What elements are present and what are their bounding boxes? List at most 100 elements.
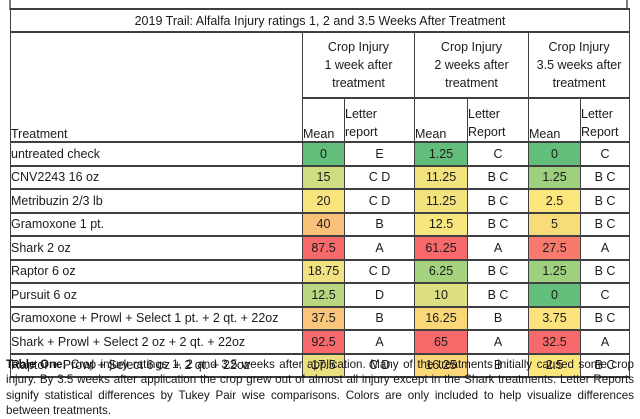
letter-report-cell: B C <box>467 211 529 237</box>
letter-report-cell: B C <box>467 282 529 308</box>
mean-value-cell: 17.5 <box>302 352 345 378</box>
table-title: 2019 Trail: Alfalfa Injury ratings 1, 2 … <box>9 8 631 33</box>
table-row: Shark + Prowl + Select 2 oz + 2 qt. + 22… <box>10 329 631 355</box>
mean-value-cell: 65 <box>414 329 468 355</box>
treatment-cell: Gramoxone 1 pt. <box>10 211 303 237</box>
mean-value-cell: 32.5 <box>528 329 581 355</box>
letter-report-cell: B <box>467 352 529 378</box>
mean-value-cell: 16.25 <box>414 305 468 331</box>
letter-report-cell: C D <box>344 258 415 284</box>
treatment-cell: Raptor 6 oz <box>10 258 303 284</box>
table-row: Raptor + Prowl + Select 6 oz + 2 qt. + 2… <box>10 352 631 378</box>
table-row: Gramoxone + Prowl + Select 1 pt. + 2 qt.… <box>10 305 631 331</box>
letter-report-cell: B <box>344 305 415 331</box>
mean-value-cell: 15 <box>302 164 345 190</box>
letter-report-cell: B C <box>579 352 631 378</box>
treatment-column-header: Treatment <box>10 31 303 143</box>
letter-report-cell: B C <box>579 164 631 190</box>
mean-value-cell: 1.25 <box>528 164 581 190</box>
letter-report-cell: E <box>344 141 415 167</box>
letter-report-cell: B <box>467 305 529 331</box>
mean-value-cell: 6.25 <box>414 258 468 284</box>
letter-report-cell: D <box>344 282 415 308</box>
mean-header-week2: Mean <box>414 97 468 143</box>
mean-value-cell: 5 <box>528 211 581 237</box>
table-row: Metribuzin 2/3 lb 20 C D 11.25 B C 2.5 B C <box>10 188 631 214</box>
mean-value-cell: 92.5 <box>302 329 345 355</box>
letter-report-cell: C <box>579 141 631 167</box>
mean-value-cell: 16.25 <box>414 352 468 378</box>
treatment-cell: Raptor + Prowl + Select 6 oz + 2 qt. + 2… <box>10 352 303 378</box>
mean-header-week3-5: Mean <box>528 97 581 143</box>
mean-value-cell: 12.5 <box>302 282 345 308</box>
letter-report-header-week2: Letter Report <box>467 97 529 143</box>
letter-report-cell: B C <box>579 305 631 331</box>
letter-report-cell: B <box>344 211 415 237</box>
mean-value-cell: 20 <box>302 188 345 214</box>
mean-value-cell: 0 <box>528 282 581 308</box>
mean-value-cell: 1.25 <box>414 141 468 167</box>
letter-report-cell: C D <box>344 352 415 378</box>
group-header-row: Treatment Crop Injury 1 week after treat… <box>10 31 631 143</box>
table-row: Raptor 6 oz 18.75 C D 6.25 B C 1.25 B C <box>10 258 631 284</box>
mean-value-cell: 10 <box>414 282 468 308</box>
mean-value-cell: 11.25 <box>414 188 468 214</box>
letter-report-cell: A <box>467 235 529 261</box>
treatment-cell: untreated check <box>10 141 303 167</box>
table-border-stub-right <box>626 0 628 10</box>
group-header-week3-5: Crop Injury 3.5 weeks after treatment <box>527 31 631 99</box>
mean-value-cell: 3.75 <box>528 305 581 331</box>
treatment-cell: Gramoxone + Prowl + Select 1 pt. + 2 qt.… <box>10 305 303 331</box>
letter-report-cell: B C <box>467 188 529 214</box>
treatment-cell: Shark + Prowl + Select 2 oz + 2 qt. + 22… <box>10 329 303 355</box>
table-body: untreated check 0 E 1.25 C 0 C CNV2243 16 oz 15 C… <box>10 141 631 378</box>
table-border-stub-left <box>9 0 11 10</box>
table-caption: Table One: Crop injury ratings 1, 2 and … <box>6 357 634 419</box>
letter-report-cell: B C <box>579 188 631 214</box>
treatment-cell: CNV2243 16 oz <box>10 164 303 190</box>
letter-report-cell: A <box>579 329 631 355</box>
letter-report-cell: C D <box>344 164 415 190</box>
letter-report-cell: B C <box>579 211 631 237</box>
title-row: 2019 Trail: Alfalfa Injury ratings 1, 2 … <box>9 8 631 33</box>
table-row: untreated check 0 E 1.25 C 0 C <box>10 141 631 167</box>
group-header-week1: Crop Injury 1 week after treatment <box>302 31 415 99</box>
mean-value-cell: 11.25 <box>414 164 468 190</box>
letter-report-cell: B C <box>467 164 529 190</box>
letter-report-cell: C <box>467 141 529 167</box>
letter-report-cell: A <box>579 235 631 261</box>
treatment-cell: Metribuzin 2/3 lb <box>10 188 303 214</box>
mean-value-cell: 1.25 <box>528 258 581 284</box>
letter-report-header-week1: Letter report <box>344 97 415 143</box>
letter-report-cell: A <box>344 235 415 261</box>
mean-value-cell: 0 <box>302 141 345 167</box>
mean-value-cell: 2.5 <box>528 352 581 378</box>
letter-report-cell: C D <box>344 188 415 214</box>
mean-value-cell: 27.5 <box>528 235 581 261</box>
letter-report-header-week3-5: Letter Report <box>579 97 631 143</box>
caption-label: Table One: <box>6 358 67 371</box>
table-row: CNV2243 16 oz 15 C D 11.25 B C 1.25 B C <box>10 164 631 190</box>
mean-value-cell: 87.5 <box>302 235 345 261</box>
letter-report-cell: A <box>467 329 529 355</box>
mean-value-cell: 37.5 <box>302 305 345 331</box>
mean-value-cell: 0 <box>528 141 581 167</box>
caption-text: Crop injury ratings 1, 2 and 3.5 weeks a… <box>6 358 634 418</box>
column-header-row: Mean Letter report Mean Letter Report Me… <box>11 97 631 143</box>
mean-value-cell: 2.5 <box>528 188 581 214</box>
mean-value-cell: 40 <box>302 211 345 237</box>
mean-header-week1: Mean <box>302 97 345 143</box>
letter-report-cell: A <box>344 329 415 355</box>
group-header-week2: Crop Injury 2 weeks after treatment <box>414 31 529 99</box>
treatment-cell: Pursuit 6 oz <box>10 282 303 308</box>
table-row: Shark 2 oz 87.5 A 61.25 A 27.5 A <box>10 235 631 261</box>
treatment-cell: Shark 2 oz <box>10 235 303 261</box>
mean-value-cell: 18.75 <box>302 258 345 284</box>
letter-report-cell: B C <box>579 258 631 284</box>
letter-report-cell: B C <box>467 258 529 284</box>
mean-value-cell: 61.25 <box>414 235 468 261</box>
mean-value-cell: 12.5 <box>414 211 468 237</box>
letter-report-cell: C <box>579 282 631 308</box>
